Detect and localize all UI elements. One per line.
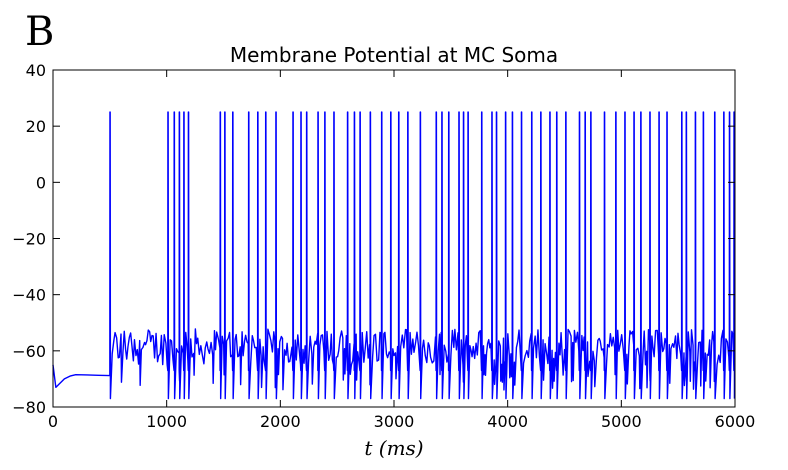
x-tick-label: 0 — [48, 412, 58, 431]
y-tick-label: 40 — [26, 61, 46, 80]
y-tick-label: 0 — [36, 173, 46, 192]
x-tick-label: 4000 — [487, 412, 528, 431]
chart-title: Membrane Potential at MC Soma — [230, 43, 558, 67]
x-tick-label: 1000 — [146, 412, 187, 431]
membrane-potential-series-line — [52, 111, 736, 400]
y-tick-label: 20 — [26, 117, 46, 136]
y-tick-label: −80 — [12, 398, 46, 417]
x-tick-label: 5000 — [601, 412, 642, 431]
panel-label: B — [25, 9, 54, 55]
y-axis: 40 20 0 −20 −40 −60 −80 — [12, 61, 735, 417]
y-tick-label: −20 — [12, 230, 46, 249]
x-tick-label: 6000 — [715, 412, 756, 431]
x-axis: 0 1000 2000 3000 4000 5000 6000 — [48, 70, 755, 431]
x-axis-label: t (ms) — [364, 436, 423, 460]
plot-area — [52, 111, 736, 400]
y-tick-label: −40 — [12, 286, 46, 305]
x-tick-label: 2000 — [260, 412, 301, 431]
y-tick-label: −60 — [12, 342, 46, 361]
x-tick-label: 3000 — [374, 412, 415, 431]
